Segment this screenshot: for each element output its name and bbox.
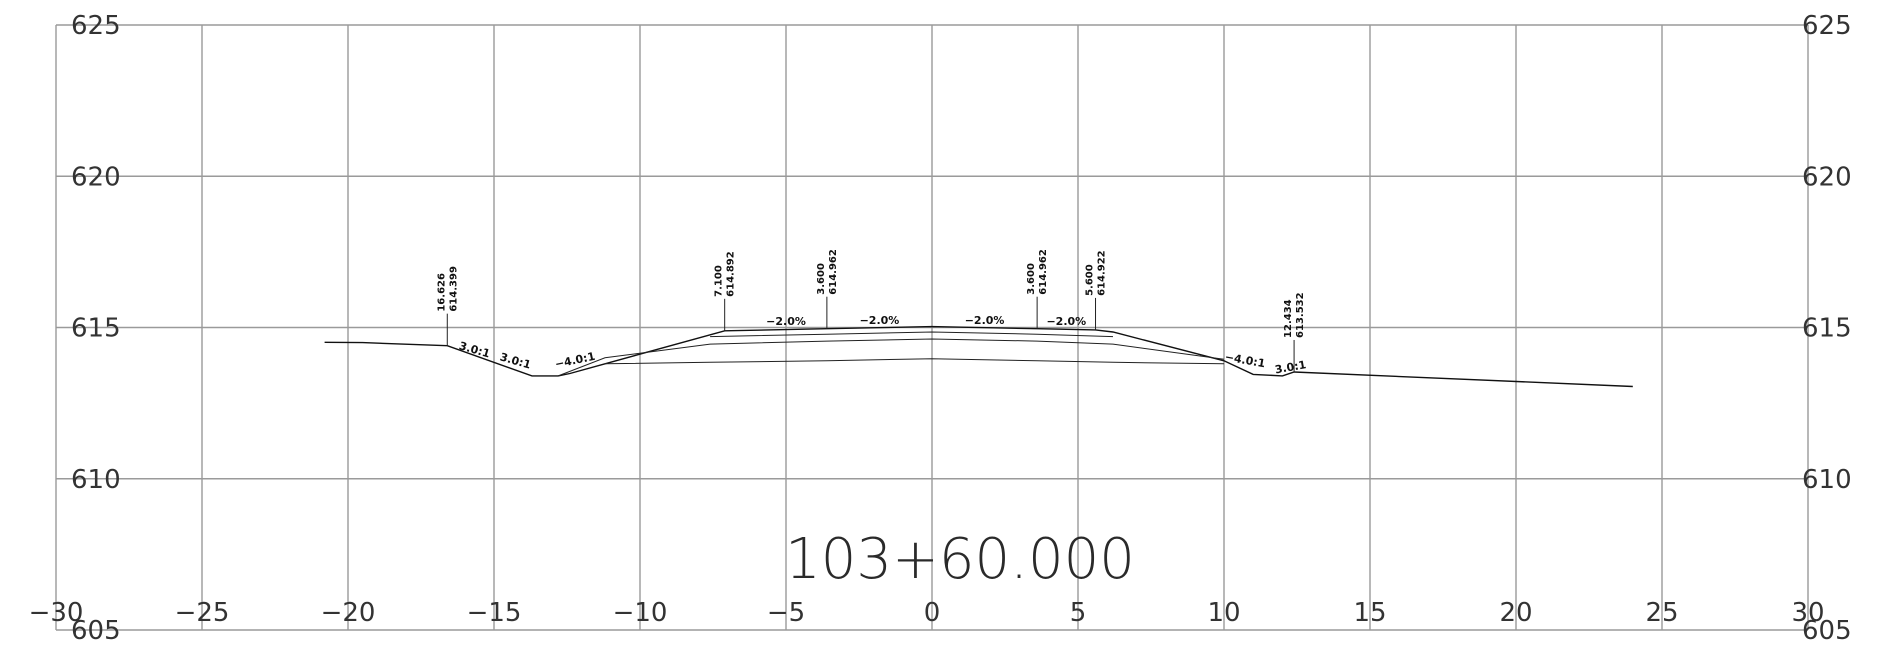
y-tick-label-right: 610	[1802, 465, 1852, 495]
slope-label: −4.0:1	[1224, 350, 1266, 370]
y-tick-label-right: 625	[1802, 11, 1852, 41]
y-tick-label-right: 620	[1802, 162, 1852, 192]
slope-label: −2.0%	[1046, 315, 1086, 328]
station-label: 103+60.000	[785, 527, 1135, 592]
elevation-value: 614.399	[448, 266, 459, 312]
elevation-value: 614.962	[1038, 249, 1049, 295]
slope-label: 3.0:1	[1274, 358, 1307, 376]
elevation-value: 614.922	[1097, 250, 1108, 296]
profile-lines	[324, 325, 1633, 388]
x-tick-label: −25	[175, 598, 230, 628]
x-tick-label: 10	[1207, 598, 1240, 628]
y-axis-labels: 605 605 610 610 615 615 620 620 625 625	[71, 11, 1852, 646]
x-tick-label: −5	[767, 598, 805, 628]
profile-line	[324, 325, 1633, 388]
elevation-value: 614.892	[726, 251, 737, 297]
y-tick-label-right: 615	[1802, 314, 1852, 344]
x-tick-label: 20	[1499, 598, 1532, 628]
slope-label: −2.0%	[965, 314, 1005, 327]
offset-value: 3.600	[1026, 263, 1037, 295]
x-tick-label: 15	[1353, 598, 1386, 628]
x-tick-label: 30	[1791, 598, 1824, 628]
elevation-value: 613.532	[1295, 292, 1306, 338]
x-tick-label: 25	[1645, 598, 1678, 628]
y-tick-label-left: 625	[71, 11, 121, 41]
offset-value: 16.626	[436, 273, 447, 312]
offset-annotations: 16.626 614.399 7.100 614.892 3.600 614.962 3.6…	[436, 249, 1306, 372]
slope-labels: 3.0:13.0:1 −4.0:1−2.0% −2.0% −2.0% −2.0%−4.0…	[458, 314, 1308, 377]
x-axis-labels: −30 −25 −20 −15 −10 −5 0 5 10 15 20 25 30	[29, 598, 1825, 628]
profile-line	[710, 331, 1114, 338]
elevation-value: 614.962	[828, 249, 839, 295]
x-tick-label: 5	[1070, 598, 1087, 628]
slope-label: 3.0:1	[498, 350, 532, 371]
y-tick-label-left: 605	[71, 616, 121, 646]
offset-value: 5.600	[1085, 264, 1096, 296]
offset-value: 12.434	[1283, 299, 1294, 338]
y-tick-label-right: 605	[1802, 616, 1852, 646]
x-tick-label: −30	[29, 598, 84, 628]
profile-line	[604, 358, 1225, 365]
y-tick-label-left: 610	[71, 465, 121, 495]
x-tick-label: −15	[467, 598, 522, 628]
x-tick-label: −10	[613, 598, 668, 628]
y-tick-label-left: 615	[71, 314, 121, 344]
slope-label: −2.0%	[860, 314, 900, 327]
offset-value: 3.600	[816, 263, 827, 295]
slope-label: 3.0:1	[458, 339, 492, 360]
offset-value: 7.100	[714, 265, 725, 297]
y-tick-label-left: 620	[71, 162, 121, 192]
slope-label: −2.0%	[766, 315, 806, 328]
x-tick-label: 0	[924, 598, 941, 628]
x-tick-label: −20	[321, 598, 376, 628]
profile-line	[558, 338, 1225, 377]
grid	[55, 24, 1809, 631]
